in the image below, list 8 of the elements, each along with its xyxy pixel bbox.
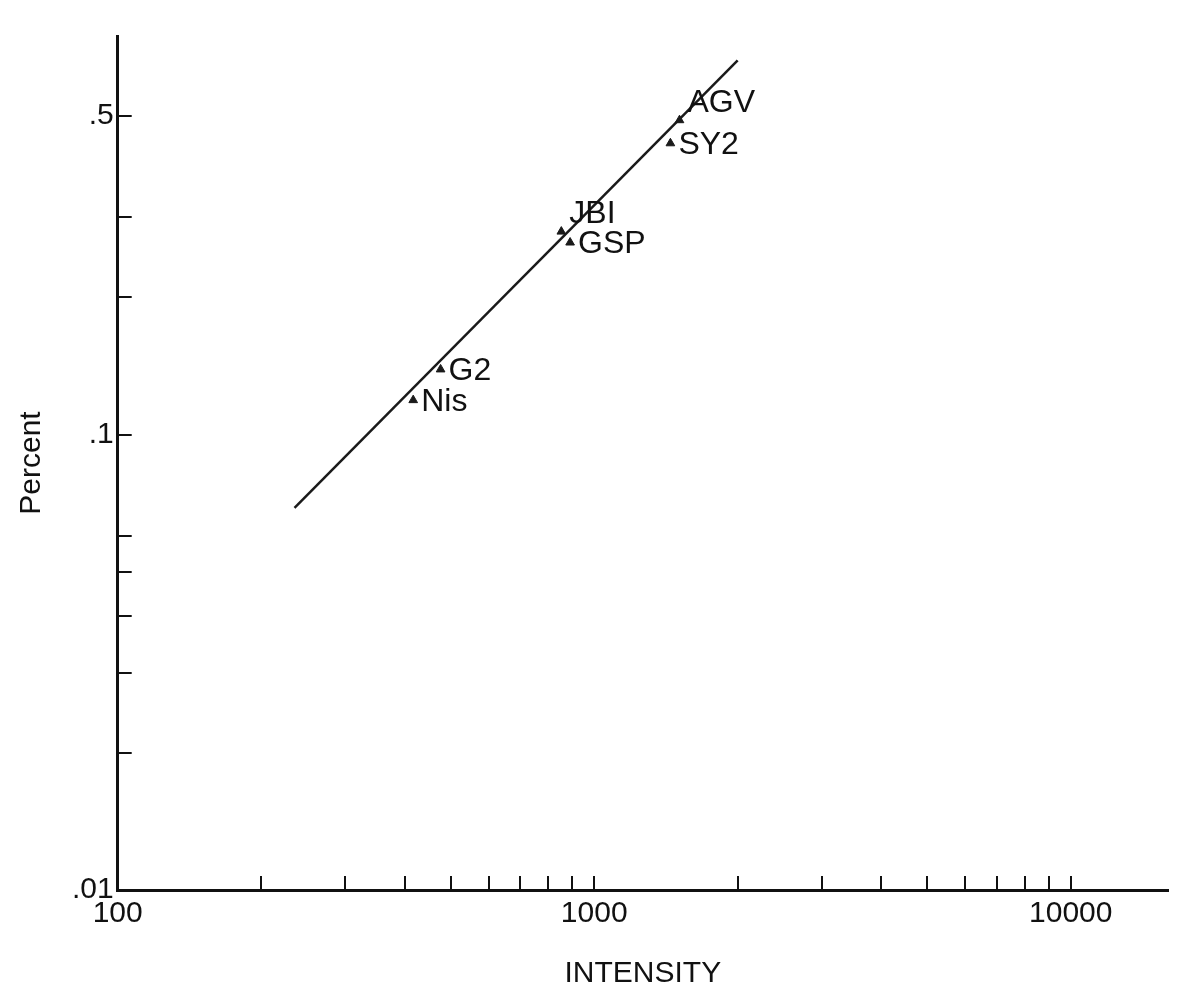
x-tick-label: 1000 (560, 895, 628, 929)
annotation: SY2 (678, 125, 739, 162)
y-tick-label: .5 (88, 97, 114, 131)
annotation: GSP (578, 224, 646, 261)
y-tick-label: .1 (88, 415, 114, 449)
x-axis-title: INTENSITY (564, 955, 722, 989)
y-axis-title: Percent (13, 410, 47, 515)
x-tick-label: 10000 (1029, 895, 1113, 929)
